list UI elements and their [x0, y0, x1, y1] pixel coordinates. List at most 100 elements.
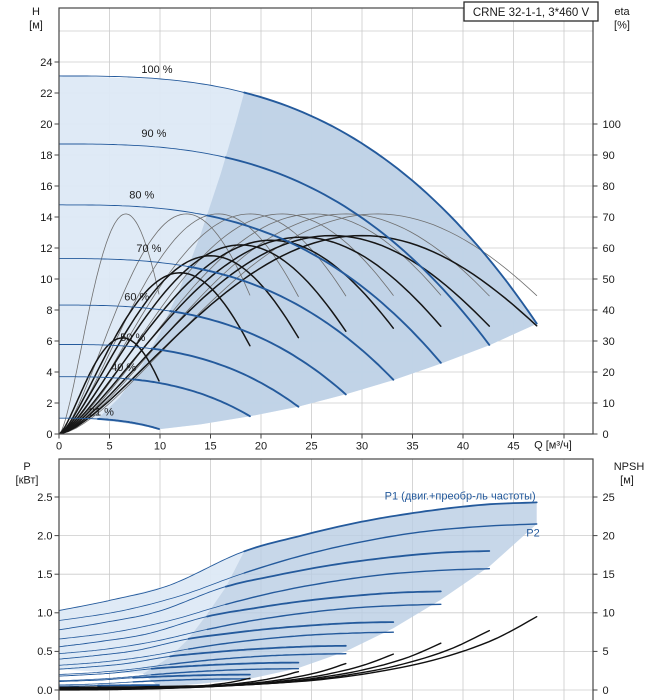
- p2-curve-70-thin: [59, 648, 190, 666]
- eta-axis-tick-label: 10: [603, 398, 615, 410]
- npsh-axis-tick-label: 5: [603, 646, 609, 658]
- h-axis-tick-label: 0: [46, 429, 52, 441]
- q-axis-tick-label: 15: [204, 441, 216, 453]
- p2-curve-label: P2: [526, 527, 539, 539]
- h-axis-tick-label: 16: [40, 181, 52, 193]
- eta-pump-curve-80: [59, 213, 442, 434]
- top-plot-border: [58, 7, 594, 435]
- p2-curve-50: [151, 668, 300, 676]
- p2-curve-60: [169, 653, 347, 665]
- q-axis-tick-label: 45: [507, 441, 519, 453]
- eta-axis-tick-label: 50: [603, 274, 615, 286]
- p-axis-tick-label: 0.5: [37, 646, 52, 658]
- eta-axis-tick-label: 70: [603, 212, 615, 224]
- npsh-axis-unit: [м]: [620, 475, 634, 487]
- speed-label-90: 90 %: [141, 128, 166, 140]
- p-axis-tick-label: 2.0: [37, 530, 52, 542]
- qh-curve-80-thin: [59, 204, 208, 216]
- p-axis-unit: [кВт]: [16, 475, 39, 487]
- npsh-curve-21: [59, 686, 160, 691]
- eta-axis-tick-label: 40: [603, 305, 615, 317]
- qh-curve-21: [96, 417, 160, 430]
- npsh-axis-tick-label: 20: [603, 530, 615, 542]
- p-axis-tick-label: 0.0: [37, 685, 52, 697]
- h-axis-tick-label: 24: [40, 57, 52, 69]
- bottom-operating-envelope: [59, 502, 537, 687]
- speed-label-50: 50 %: [120, 332, 145, 344]
- p1-curve-100-thin: [59, 550, 245, 611]
- p2-curve-40: [132, 678, 251, 683]
- p2-curve-90: [225, 568, 490, 606]
- h-axis-tick-label: 18: [40, 150, 52, 162]
- h-axis-tick-label: 2: [46, 398, 52, 410]
- speed-label-21: 21 %: [89, 406, 114, 418]
- bottom-axes: [54, 458, 598, 700]
- qh-curve-100-thin: [59, 75, 245, 94]
- bottom-plot-border: [58, 458, 594, 700]
- eta-pump-curve-50: [59, 213, 299, 434]
- qh-curve-90: [224, 156, 491, 346]
- bottom-curves: [59, 501, 538, 691]
- h-axis-tick-label: 12: [40, 243, 52, 255]
- p2-curve-40-thin: [59, 681, 134, 686]
- bottom-labels: 0.0 0.5 1.0 1.5 2.0 2.5 0 5 10 15 20 25 P [кВт] NPSH [м…: [16, 461, 645, 697]
- p-envelope-light: [59, 551, 245, 674]
- npsh-axis-tick-label: 15: [603, 569, 615, 581]
- eta-axis-tick-label: 30: [603, 336, 615, 348]
- speed-label-70: 70 %: [136, 243, 161, 255]
- qh-curve-80: [206, 214, 442, 364]
- eta-axis-unit: [%]: [614, 20, 630, 32]
- h-axis-tick-label: 14: [40, 212, 52, 224]
- p2-curve-100: [243, 523, 538, 574]
- q-axis-tick-label: 30: [356, 441, 368, 453]
- q-axis-tick-label: 35: [406, 441, 418, 453]
- p-axis-tick-label: 1.5: [37, 569, 52, 581]
- p1-curve-70: [187, 621, 395, 640]
- eta-pump-curve-100: [59, 213, 538, 434]
- qh-curve-40: [132, 378, 251, 418]
- eta-total-curve-40: [59, 272, 251, 434]
- q-axis-tick-label: 20: [255, 441, 267, 453]
- p-axis-title: P: [23, 461, 30, 473]
- npsh-axis-title: NPSH: [614, 461, 645, 473]
- q-axis-tick-label: 40: [457, 441, 469, 453]
- p2-curve-60-thin: [59, 663, 171, 675]
- qh-curve-40-thin: [59, 376, 134, 380]
- qh-curve-70-thin: [59, 258, 190, 268]
- qh-curve-100: [243, 91, 538, 325]
- speed-label-80: 80 %: [129, 189, 154, 201]
- p1-curve-label: P1 (двиг.+преобр-ль частоты): [385, 490, 536, 502]
- npsh-axis-tick-label: 10: [603, 608, 615, 620]
- p1-curve-80: [206, 590, 442, 618]
- eta-pump-curve-40: [59, 213, 251, 434]
- p1-curve-60: [169, 644, 347, 658]
- p-axis-tick-label: 2.5: [37, 492, 52, 504]
- top-axes: [54, 7, 598, 439]
- npsh-axis-tick-label: 25: [603, 492, 615, 504]
- qh-curve-60-thin: [59, 304, 171, 312]
- eta-axis-tick-label: 90: [603, 150, 615, 162]
- p1-curve-50-thin: [59, 668, 153, 677]
- speed-label-40: 40 %: [111, 362, 136, 374]
- h-axis-tick-label: 20: [40, 119, 52, 131]
- p1-curve-60-thin: [59, 655, 171, 670]
- h-axis-tick-label: 4: [46, 367, 52, 379]
- chart-title: CRNE 32-1-1, 3*460 V: [473, 7, 590, 19]
- q-axis-tick-label: 0: [56, 441, 62, 453]
- p1-curve-90-thin: [59, 586, 227, 631]
- qh-envelope-dark: [96, 92, 537, 430]
- p1-curve-40: [132, 673, 251, 679]
- q-axis-tick-label: 10: [154, 441, 166, 453]
- npsh-axis-tick-label: 0: [603, 685, 609, 697]
- eta-pump-curve-21: [59, 213, 160, 434]
- eta-axis-tick-label: 100: [603, 119, 621, 131]
- p1-curve-50: [150, 661, 300, 670]
- h-axis-tick-label: 6: [46, 336, 52, 348]
- p2-curve-90-thin: [59, 604, 227, 640]
- qh-curve-90-thin: [59, 143, 227, 158]
- p1-curve-21: [97, 684, 160, 687]
- q-axis-tick-label: 5: [106, 441, 112, 453]
- p2-curve-50-thin: [59, 674, 153, 682]
- eta-axis-tick-label: 0: [603, 429, 609, 441]
